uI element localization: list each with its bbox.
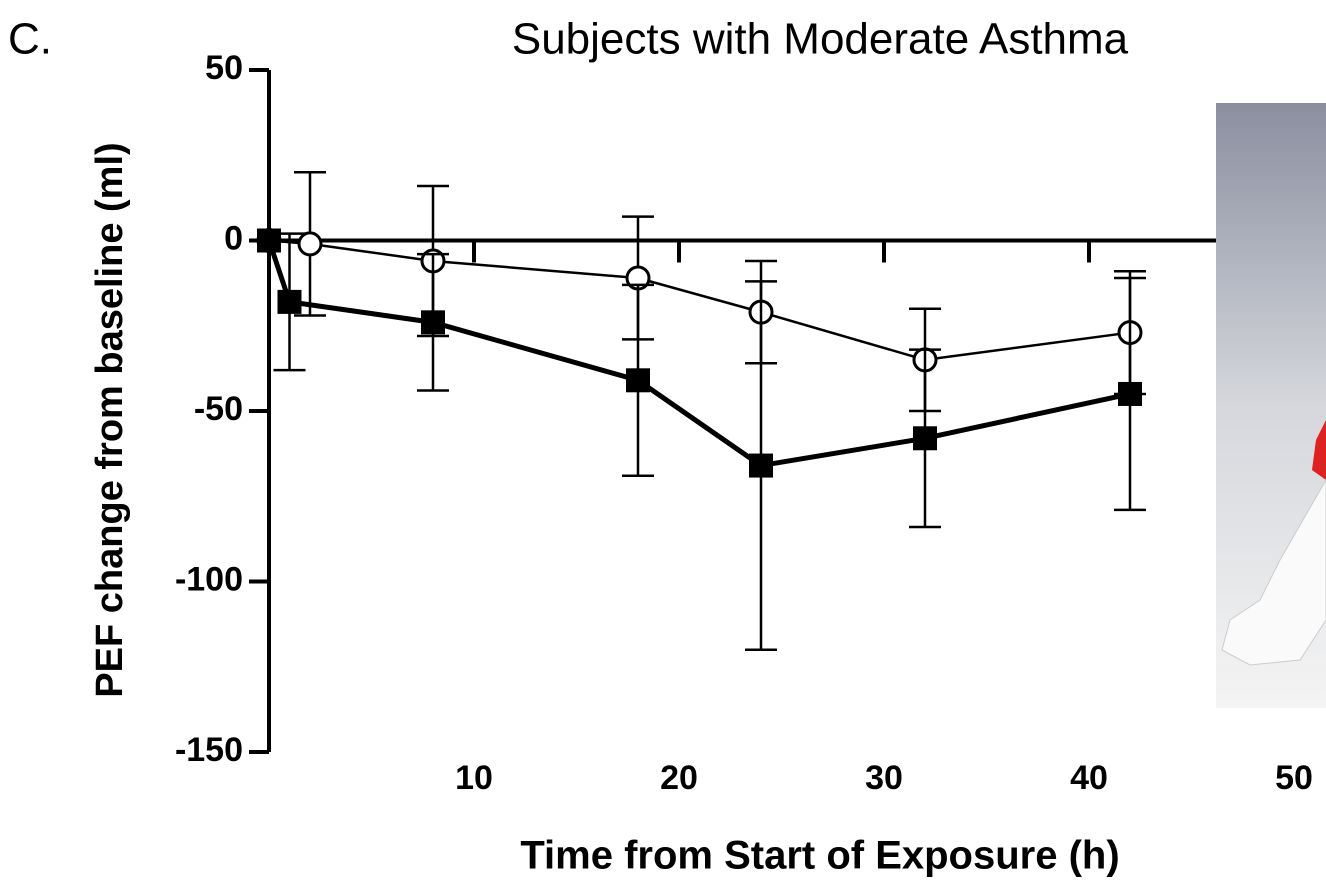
- data-point: [257, 228, 281, 253]
- data-point: [421, 310, 445, 335]
- x-tick-label: 50: [1275, 759, 1313, 797]
- x-tick-label: 40: [1070, 759, 1108, 797]
- panel-label: C.: [8, 15, 52, 64]
- x-tick-label: 20: [660, 759, 698, 797]
- data-point: [626, 368, 650, 393]
- y-tick-label: -100: [175, 560, 243, 598]
- chart-title: Subjects with Moderate Asthma: [512, 15, 1129, 64]
- data-point: [1118, 381, 1142, 406]
- data-point: [277, 289, 302, 314]
- x-tick-label: 10: [455, 759, 493, 797]
- series-line: [268, 239, 1131, 362]
- inhaler-image: [1216, 103, 1326, 708]
- y-axis-label: PEF change from baseline (ml): [89, 142, 131, 697]
- y-tick-label: -50: [194, 390, 243, 428]
- x-axis-label: Time from Start of Exposure (h): [520, 834, 1119, 878]
- y-tick-label: -150: [175, 731, 243, 769]
- data-point: [297, 231, 323, 257]
- y-tick-label: 0: [224, 219, 243, 257]
- data-point: [749, 453, 773, 478]
- y-tick-label: 50: [205, 49, 243, 87]
- x-tick-label: 30: [865, 759, 903, 797]
- series-line: [266, 239, 1131, 469]
- data-point: [913, 426, 937, 451]
